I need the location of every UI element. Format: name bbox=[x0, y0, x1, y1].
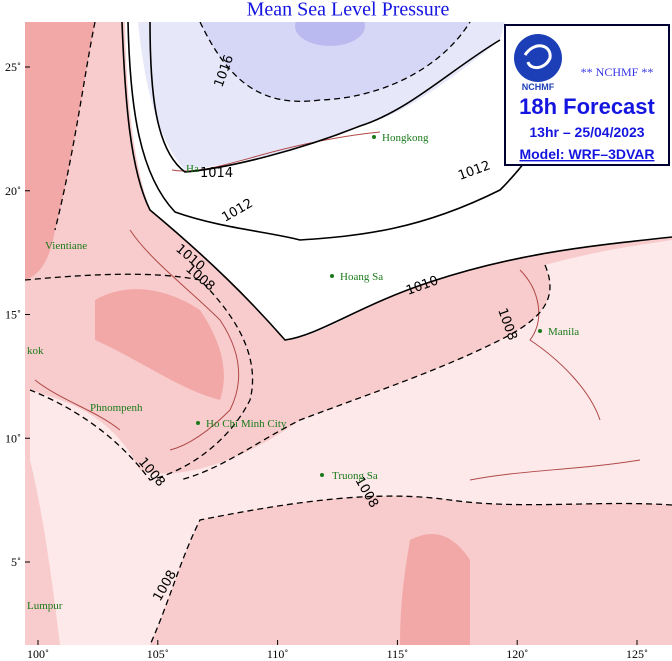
city-dot bbox=[330, 274, 334, 278]
contour-1008 bbox=[25, 273, 254, 481]
lon-tick-label: 115˚ bbox=[387, 647, 409, 661]
logo-swirl bbox=[523, 44, 552, 69]
lat-tick-label: 20˚ bbox=[5, 184, 21, 198]
map-title: Mean Sea Level Pressure bbox=[247, 0, 450, 21]
contour-label: 1014 bbox=[200, 166, 233, 181]
contour-1008 bbox=[149, 495, 672, 645]
contour-1010 bbox=[121, 22, 672, 341]
light-region bbox=[30, 240, 672, 645]
coastline bbox=[34, 131, 641, 481]
deep-region bbox=[400, 534, 470, 645]
city-label: Ho Chi Minh City bbox=[206, 418, 287, 430]
contour-1016 bbox=[199, 22, 471, 102]
city-label: kok bbox=[27, 345, 44, 357]
high-core bbox=[295, 22, 365, 46]
city-label: Vientiane bbox=[45, 240, 87, 252]
agency: ** NCHMF ** bbox=[581, 65, 654, 79]
city-label: Hoang Sa bbox=[340, 271, 383, 283]
logo-text: NCHMF bbox=[522, 82, 555, 92]
contour-1014 bbox=[149, 22, 501, 173]
deep-region bbox=[95, 289, 224, 400]
contour-1012 bbox=[127, 22, 546, 241]
logo bbox=[514, 34, 562, 82]
lon-tick-label: 110˚ bbox=[267, 647, 289, 661]
city-label: Ha bbox=[186, 163, 199, 175]
lat-tick-label: 15˚ bbox=[5, 308, 21, 322]
city-label: Lumpur bbox=[27, 600, 63, 612]
model-label: Model: WRF–3DVAR bbox=[519, 146, 654, 162]
lat-tick-label: 5˚ bbox=[11, 555, 21, 569]
forecast-time: 13hr – 25/04/2023 bbox=[529, 124, 644, 140]
lon-tick-label: 120˚ bbox=[506, 647, 528, 661]
forecast-label: 18h Forecast bbox=[519, 94, 655, 119]
city-dot bbox=[372, 135, 376, 139]
deep-region bbox=[25, 22, 95, 280]
city-label: Truong Sa bbox=[332, 470, 378, 482]
city-dot bbox=[196, 421, 200, 425]
lat-tick-label: 25˚ bbox=[5, 60, 21, 74]
axis-ticks: 100˚ 105˚ 110˚ 115˚ 120˚ 125˚ 5˚ 10˚ 15˚ 20˚ 25˚ bbox=[5, 60, 648, 661]
city-dot bbox=[320, 473, 324, 477]
lon-tick-label: 100˚ bbox=[27, 647, 49, 661]
city-label: Manila bbox=[548, 326, 579, 338]
cities: Hongkong Ha Vientiane Hoang Sa Manila ko… bbox=[27, 132, 579, 612]
city-label: Hongkong bbox=[382, 132, 429, 144]
city-label: Phnompenh bbox=[90, 402, 143, 414]
city-dot bbox=[538, 329, 542, 333]
high-region bbox=[200, 22, 470, 102]
lon-tick-label: 105˚ bbox=[147, 647, 169, 661]
lat-tick-label: 10˚ bbox=[5, 431, 21, 445]
contour-1008 bbox=[179, 264, 551, 481]
contour-1006 bbox=[54, 22, 96, 231]
lon-tick-label: 125˚ bbox=[626, 647, 648, 661]
legend-box: NCHMF ** NCHMF ** 18h Forecast 13hr – 25… bbox=[504, 24, 670, 166]
